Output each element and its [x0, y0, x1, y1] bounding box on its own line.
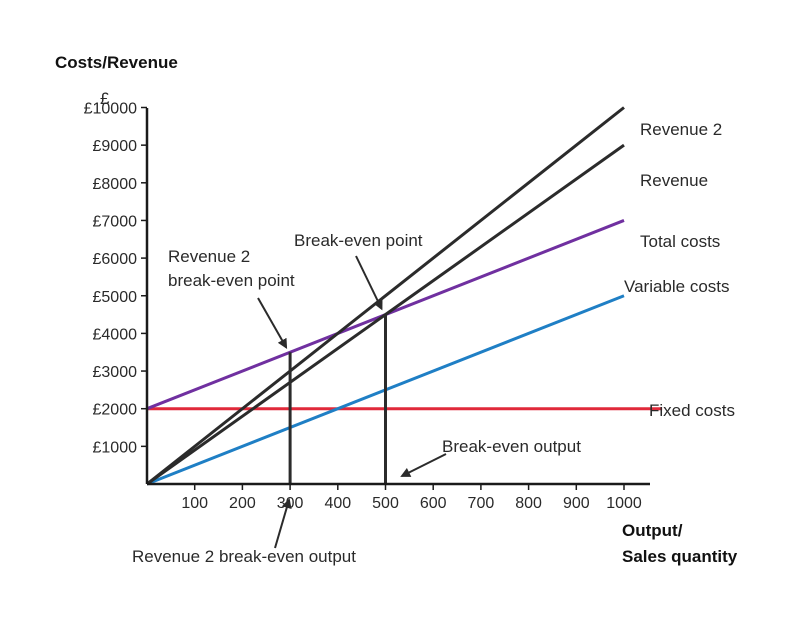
revenue2-breakeven-point-arrow	[257, 297, 288, 349]
x-tick-label: 900	[563, 495, 590, 512]
revenue-label: Revenue	[640, 171, 708, 190]
x-tick-label: 400	[324, 495, 351, 512]
y-tick-label: £6000	[93, 251, 138, 268]
y-tick-label: £7000	[93, 213, 138, 230]
revenue-2-line	[146, 106, 625, 486]
y-tick-label: £10000	[84, 101, 137, 118]
x-tick-label: 600	[420, 495, 447, 512]
breakeven-point-label: Break-even point	[294, 231, 423, 250]
x-tick-label: 200	[229, 495, 256, 512]
variable-costs-label: Variable costs	[624, 277, 730, 296]
y-axis-unit: £	[100, 89, 110, 108]
fixed-costs-label: Fixed costs	[649, 401, 735, 420]
revenue2-breakeven-output-arrow	[274, 498, 292, 549]
revenue-2-label: Revenue 2	[640, 120, 722, 139]
x-axis-title-line2: Sales quantity	[622, 547, 738, 566]
x-tick-label: 300	[277, 495, 304, 512]
y-tick-label: £3000	[93, 364, 138, 381]
x-tick-label: 100	[181, 495, 208, 512]
x-tick-label: 700	[468, 495, 495, 512]
x-tick-label: 800	[515, 495, 542, 512]
y-tick-label: £9000	[93, 138, 138, 155]
total-costs-label: Total costs	[640, 232, 720, 251]
breakeven-point-arrow	[355, 255, 383, 311]
revenue2-breakeven-point-label-line2: break-even point	[168, 271, 295, 290]
y-tick-label: £5000	[93, 289, 138, 306]
x-tick-label: 500	[372, 495, 399, 512]
y-axis-title: Costs/Revenue	[55, 53, 178, 72]
x-axis-title-line1: Output/	[622, 521, 683, 540]
y-tick-label: £8000	[93, 176, 138, 193]
breakeven-output-arrow	[400, 453, 447, 477]
y-tick-label: £4000	[93, 326, 138, 343]
y-tick-label: £2000	[93, 402, 138, 419]
revenue2-breakeven-point-label-line1: Revenue 2	[168, 247, 250, 266]
x-tick-label: 1000	[606, 495, 642, 512]
breakeven-output-label: Break-even output	[442, 437, 581, 456]
revenue2-breakeven-output-label: Revenue 2 break-even output	[132, 547, 356, 566]
y-tick-label: £1000	[93, 439, 138, 456]
